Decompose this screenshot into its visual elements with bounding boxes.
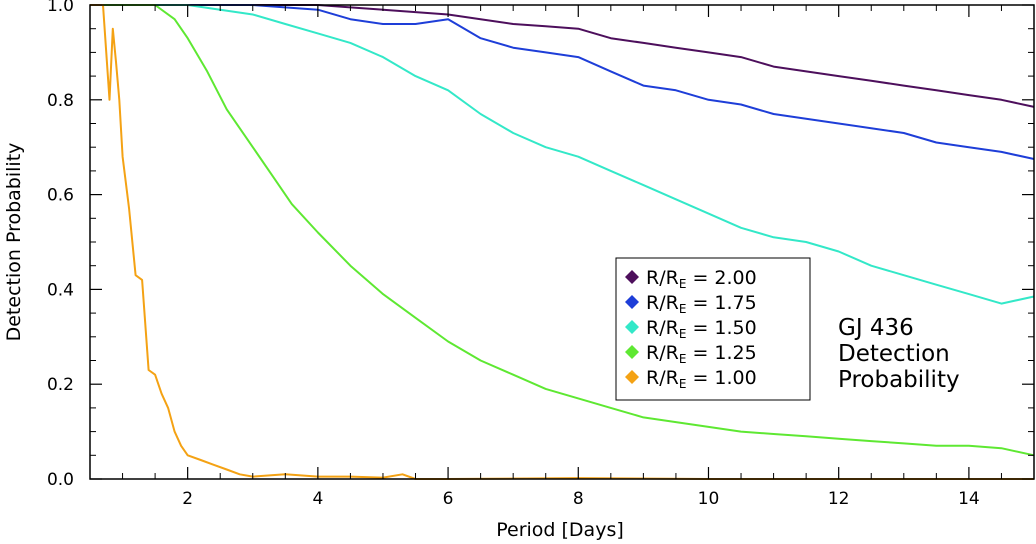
chart-annotation: GJ 436 Detection Probability <box>838 315 960 393</box>
series-line-2-00 <box>90 4 1035 108</box>
series-line-1-25 <box>90 4 1035 457</box>
x-tick-label: 10 <box>698 489 720 509</box>
x-axis-title: Period [Days] <box>496 519 624 541</box>
legend: R/RE = 2.00R/RE = 1.75R/RE = 1.50R/RE = … <box>615 257 811 401</box>
legend-label: R/RE = 1.25 <box>646 342 757 366</box>
annotation-line-3: Probability <box>838 367 960 393</box>
legend-label: R/RE = 1.00 <box>646 367 757 391</box>
y-tick-label: 0.6 <box>47 186 74 206</box>
x-tick-label: 6 <box>443 489 454 509</box>
x-tick-label: 4 <box>312 489 323 509</box>
x-tick-label: 2 <box>182 489 193 509</box>
annotation-line-2: Detection <box>838 341 950 367</box>
tick-layer: 2 4 6 8 10 12 14 0.0 0.2 0.4 0.6 0.8 1.0 <box>47 0 1035 509</box>
x-tick-label: 14 <box>958 489 980 509</box>
series-line-1-75 <box>90 4 1035 160</box>
y-axis-title: Detection Probability <box>3 143 25 342</box>
y-tick-label: 0.4 <box>47 280 74 300</box>
series-layer <box>90 4 1035 480</box>
series-line-1-00 <box>90 4 1034 480</box>
annotation-line-1: GJ 436 <box>838 315 914 341</box>
y-tick-label: 1.0 <box>47 0 74 16</box>
x-tick-label: 8 <box>573 489 584 509</box>
legend-marker-1-00 <box>625 370 639 384</box>
legend-box <box>615 257 811 401</box>
y-tick-label: 0.8 <box>47 91 74 111</box>
legend-marker-1-25 <box>625 345 639 359</box>
legend-label: R/RE = 1.75 <box>646 292 757 316</box>
legend-marker-1-50 <box>625 320 639 334</box>
x-tick-label: 12 <box>828 489 850 509</box>
legend-label: R/RE = 1.50 <box>646 317 757 341</box>
legend-label: R/RE = 2.00 <box>646 267 757 291</box>
legend-marker-2-00 <box>625 270 639 284</box>
series-line-1-50 <box>90 4 1035 305</box>
legend-marker-1-75 <box>625 295 639 309</box>
y-tick-label: 0.0 <box>47 470 74 490</box>
y-tick-label: 0.2 <box>47 375 74 395</box>
